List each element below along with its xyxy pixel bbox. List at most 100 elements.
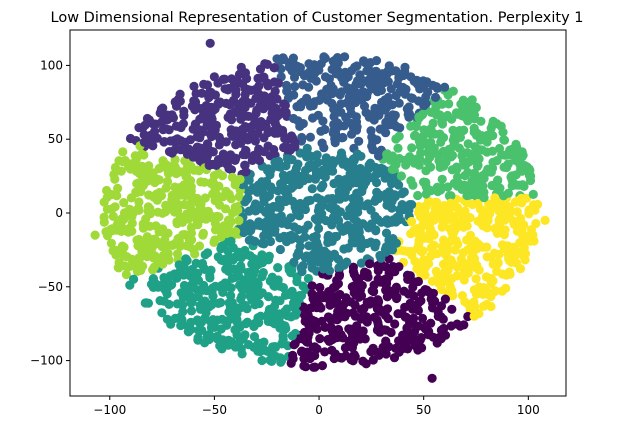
scatter-point (188, 274, 198, 284)
scatter-point (381, 228, 392, 238)
scatter-point (285, 170, 295, 180)
scatter-point (296, 263, 306, 273)
scatter-point (329, 111, 339, 122)
scatter-point (307, 184, 317, 194)
scatter-point (177, 315, 187, 325)
scatter-point (437, 222, 447, 232)
scatter-point (367, 84, 377, 94)
scatter-point (423, 186, 433, 196)
scatter-point (296, 347, 307, 357)
scatter-point (236, 62, 246, 72)
scatter-point (355, 70, 365, 80)
scatter-point (314, 223, 324, 234)
scatter-point (441, 149, 451, 159)
y-tick-label: 0 (55, 206, 63, 220)
scatter-point (159, 296, 169, 306)
scatter-point (485, 204, 496, 214)
scatter-point (447, 304, 457, 314)
scatter-point (444, 99, 454, 109)
scatter-point (259, 231, 269, 241)
scatter-point (211, 189, 221, 199)
axes-layer: −100 −50 0 50 100 −100 −50 0 50 100 (30, 58, 540, 417)
scatter-point (236, 264, 246, 274)
scatter-point (357, 280, 367, 291)
scatter-point (221, 137, 231, 147)
scatter-point (159, 137, 169, 147)
scatter-point (486, 301, 496, 312)
scatter-point (290, 81, 300, 92)
scatter-point (170, 162, 180, 172)
scatter-point (308, 113, 318, 123)
scatter-point (236, 114, 246, 124)
points-layer (90, 38, 550, 383)
scatter-point (320, 347, 330, 357)
scatter-point (345, 103, 356, 113)
scatter-point (247, 295, 257, 305)
scatter-point (512, 207, 522, 217)
scatter-point (475, 135, 486, 145)
scatter-point (258, 188, 268, 198)
scatter-point (399, 187, 409, 197)
scatter-point (223, 112, 233, 122)
scatter-point (500, 150, 510, 160)
scatter-point (323, 232, 333, 243)
scatter-point (186, 294, 196, 304)
y-tick-label: −100 (30, 354, 63, 368)
scatter-point (432, 83, 442, 93)
scatter-point (271, 108, 281, 119)
scatter-point (234, 192, 244, 202)
scatter-point (237, 349, 247, 359)
scatter-point (441, 157, 451, 167)
scatter-point (476, 116, 486, 126)
scatter-point (320, 53, 330, 63)
outlier-point (205, 38, 215, 48)
scatter-point (449, 141, 459, 151)
scatter-point (498, 191, 509, 201)
scatter-point (247, 155, 257, 165)
scatter-point (208, 315, 218, 325)
scatter-point (313, 157, 323, 168)
scatter-point (345, 206, 355, 216)
scatter-point (193, 325, 204, 335)
scatter-point (260, 59, 270, 69)
scatter-point (258, 344, 268, 354)
scatter-point (179, 280, 189, 291)
scatter-point (417, 343, 427, 353)
scatter-point (243, 123, 253, 133)
scatter-point (405, 298, 415, 308)
scatter-point (448, 290, 458, 301)
scatter-point (334, 190, 344, 200)
scatter-point (231, 304, 241, 314)
scatter-point (148, 274, 158, 284)
scatter-point (383, 218, 393, 228)
scatter-point (274, 195, 284, 205)
scatter-point (210, 218, 220, 229)
scatter-point (366, 126, 376, 136)
scatter-point (193, 333, 203, 343)
scatter-point (419, 177, 429, 187)
scatter-point (363, 223, 374, 233)
scatter-point (384, 187, 394, 197)
scatter-point (333, 254, 343, 264)
scatter-point (338, 132, 348, 143)
scatter-point (490, 286, 500, 296)
scatter-point (485, 131, 495, 141)
scatter-point (365, 58, 375, 68)
scatter-point (315, 334, 325, 344)
scatter-point (371, 226, 381, 236)
scatter-point (286, 268, 296, 278)
outlier-point (540, 215, 550, 225)
scatter-point (280, 321, 290, 331)
scatter-point (170, 207, 180, 217)
scatter-point (186, 317, 196, 327)
scatter-point (381, 277, 392, 287)
scatter-point (368, 343, 378, 353)
scatter-point (384, 342, 394, 352)
scatter-point (420, 201, 430, 212)
scatter-point (502, 162, 512, 173)
scatter-point (254, 299, 264, 309)
scatter-point (183, 326, 193, 337)
scatter-point (273, 263, 283, 273)
scatter-point (227, 129, 237, 139)
y-tick-label: −50 (38, 280, 63, 294)
